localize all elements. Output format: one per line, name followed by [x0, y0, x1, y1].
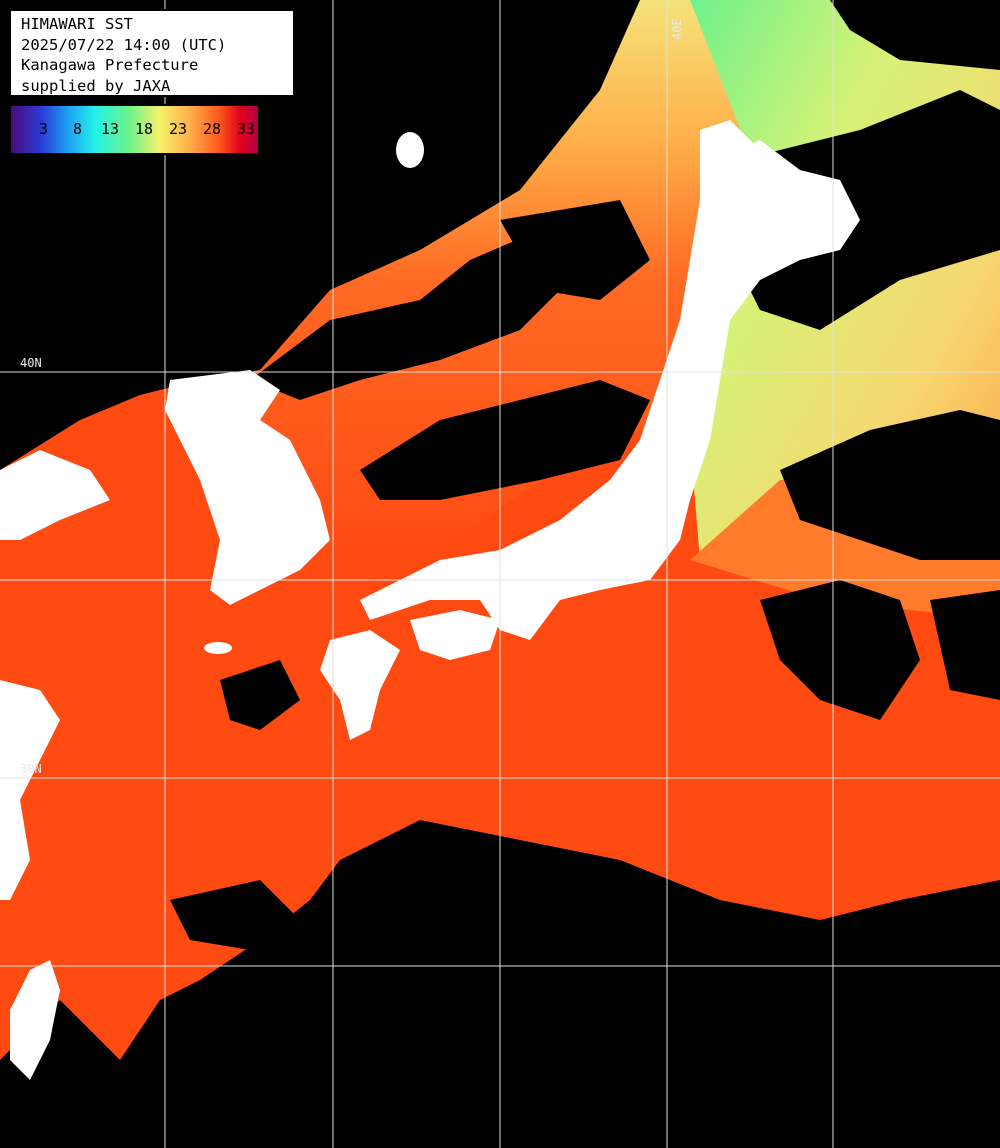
legend-tick-18: 18	[135, 120, 154, 138]
land	[0, 120, 860, 1080]
land-kyushu	[320, 630, 400, 740]
legend-tick-33: 33	[237, 120, 256, 138]
grid-label-top: 40E	[670, 18, 684, 40]
legend-tick-28: 28	[203, 120, 222, 138]
region-line: Kanagawa Prefecture	[21, 56, 199, 74]
legend-tick-13: 13	[101, 120, 120, 138]
title-line: HIMAWARI SST	[21, 15, 133, 33]
legend-tick-23: 23	[169, 120, 188, 138]
land-china	[0, 450, 110, 540]
color-legend: 3 8 13 18 23 28 33	[9, 104, 260, 155]
datetime-line: 2025/07/22 14:00 (UTC)	[21, 35, 227, 54]
info-box: HIMAWARI SST 2025/07/22 14:00 (UTC) Kana…	[9, 9, 295, 97]
land-shikoku	[410, 610, 500, 660]
land-honshu	[360, 120, 840, 640]
grid-label-40n: 40N	[20, 356, 42, 370]
land-taiwan	[10, 960, 60, 1080]
legend-tick-3: 3	[39, 120, 49, 138]
land-hokkaido	[720, 140, 860, 260]
grid-label-30n: 30N	[20, 762, 42, 776]
legend-tick-8: 8	[73, 120, 83, 138]
credit-line: supplied by JAXA	[21, 76, 171, 95]
